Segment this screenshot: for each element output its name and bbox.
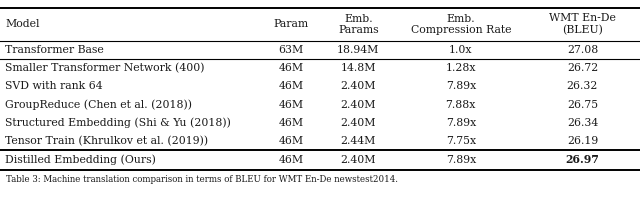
Text: 7.88x: 7.88x (445, 100, 476, 110)
Text: 26.75: 26.75 (567, 100, 598, 110)
Text: 46M: 46M (278, 118, 304, 128)
Text: 2.44M: 2.44M (340, 136, 376, 146)
Text: 63M: 63M (278, 45, 304, 55)
Text: Param: Param (274, 19, 308, 30)
Text: GroupReduce (Chen et al. (2018)): GroupReduce (Chen et al. (2018)) (5, 99, 192, 110)
Text: WMT En-De
(BLEU): WMT En-De (BLEU) (549, 14, 616, 35)
Text: 1.0x: 1.0x (449, 45, 472, 55)
Text: SVD with rank 64: SVD with rank 64 (5, 81, 103, 91)
Text: 46M: 46M (278, 63, 304, 73)
Text: 46M: 46M (278, 136, 304, 146)
Text: 14.8M: 14.8M (340, 63, 376, 73)
Text: Emb.
Compression Rate: Emb. Compression Rate (410, 14, 511, 35)
Text: Tensor Train (Khrulkov et al. (2019)): Tensor Train (Khrulkov et al. (2019)) (5, 136, 208, 146)
Text: 2.40M: 2.40M (340, 100, 376, 110)
Text: Distilled Embedding (Ours): Distilled Embedding (Ours) (5, 155, 156, 165)
Text: Transformer Base: Transformer Base (5, 45, 104, 55)
Text: 18.94M: 18.94M (337, 45, 380, 55)
Text: 1.28x: 1.28x (445, 63, 476, 73)
Text: Model: Model (5, 19, 40, 30)
Text: Table 3: Machine translation comparison in terms of BLEU for WMT En-De newstest2: Table 3: Machine translation comparison … (6, 175, 398, 184)
Text: 27.08: 27.08 (567, 45, 598, 55)
Text: 26.97: 26.97 (566, 155, 599, 165)
Text: 2.40M: 2.40M (340, 118, 376, 128)
Text: 7.89x: 7.89x (445, 81, 476, 91)
Text: Smaller Transformer Network (400): Smaller Transformer Network (400) (5, 63, 205, 73)
Text: 7.89x: 7.89x (445, 155, 476, 165)
Text: 26.19: 26.19 (567, 136, 598, 146)
Text: 2.40M: 2.40M (340, 155, 376, 165)
Text: 2.40M: 2.40M (340, 81, 376, 91)
Text: 7.89x: 7.89x (445, 118, 476, 128)
Text: 46M: 46M (278, 81, 304, 91)
Text: 26.32: 26.32 (566, 81, 598, 91)
Text: 7.75x: 7.75x (445, 136, 476, 146)
Text: 46M: 46M (278, 155, 304, 165)
Text: Emb.
Params: Emb. Params (338, 14, 379, 35)
Text: 26.72: 26.72 (567, 63, 598, 73)
Text: 26.34: 26.34 (567, 118, 598, 128)
Text: 46M: 46M (278, 100, 304, 110)
Text: Structured Embedding (Shi & Yu (2018)): Structured Embedding (Shi & Yu (2018)) (5, 118, 231, 128)
